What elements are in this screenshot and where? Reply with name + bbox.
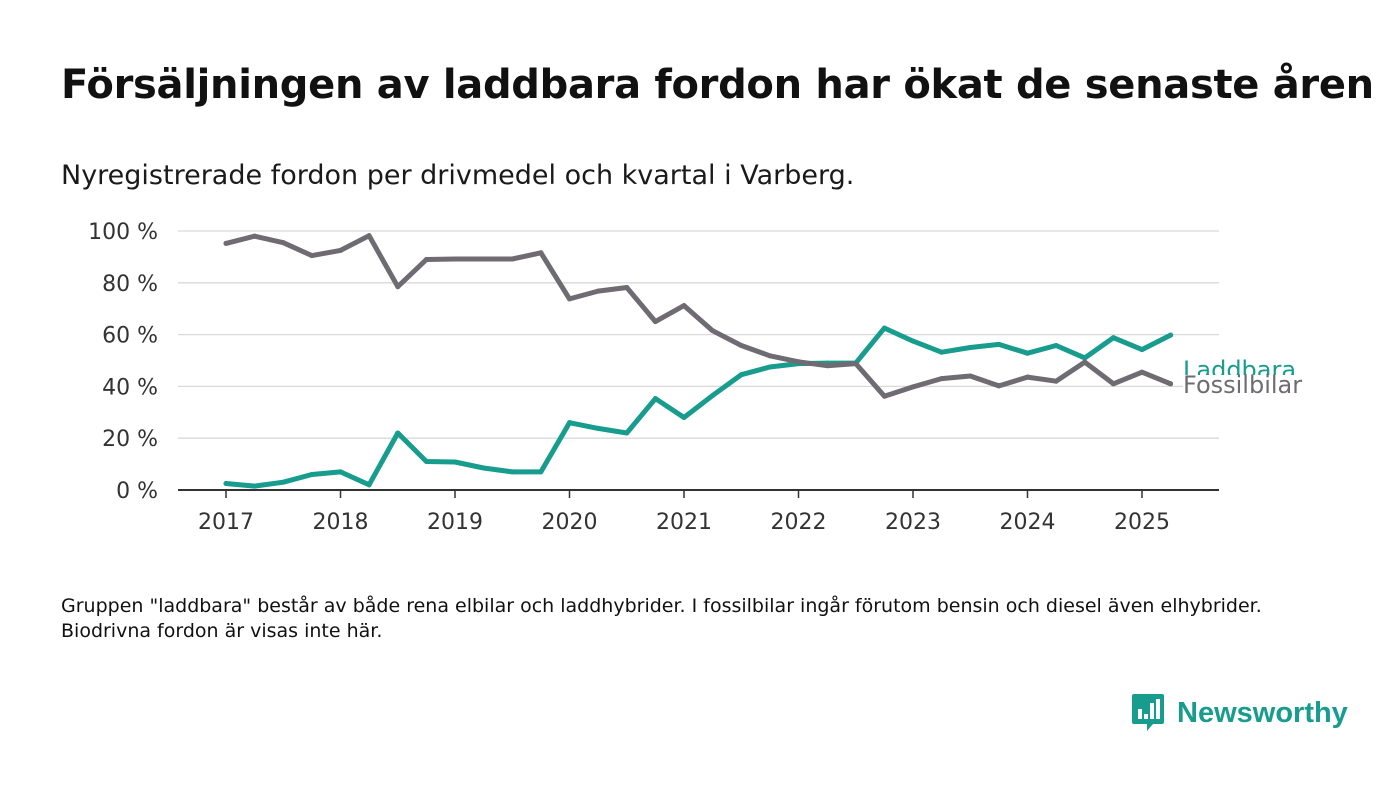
data-point (624, 284, 630, 290)
data-point (1110, 381, 1116, 387)
data-point (452, 459, 458, 465)
data-point (1082, 359, 1088, 365)
x-tick-label: 2021 (656, 510, 712, 535)
brand-name: Newsworthy (1177, 696, 1348, 729)
data-point (710, 328, 716, 334)
data-point (481, 465, 487, 471)
chart-subtitle: Nyregistrerade fordon per drivmedel och … (61, 160, 855, 191)
data-point (710, 392, 716, 398)
data-point (996, 341, 1002, 347)
y-tick-label: 80 % (102, 272, 158, 297)
data-point (1053, 342, 1059, 348)
data-point (881, 393, 887, 399)
data-point (452, 256, 458, 262)
data-point (338, 469, 343, 475)
y-tick-label: 100 % (88, 220, 158, 245)
data-point (910, 384, 916, 390)
data-point (509, 256, 515, 262)
data-point (1053, 378, 1059, 384)
data-point (338, 247, 343, 253)
data-point (595, 425, 601, 431)
data-point (1025, 350, 1030, 356)
data-point (939, 376, 945, 382)
data-point (796, 359, 801, 365)
data-point (309, 471, 315, 477)
data-point (1082, 355, 1088, 361)
data-point (738, 342, 744, 348)
y-tick-label: 60 % (102, 324, 158, 349)
data-point (767, 364, 773, 370)
x-tick-label: 2018 (313, 510, 369, 535)
data-point (309, 253, 315, 259)
series-line-laddbara (223, 325, 1174, 489)
label-backing (1183, 375, 1303, 399)
brand-logo[interactable]: Newsworthy (1131, 690, 1348, 736)
y-tick-label: 40 % (102, 375, 158, 400)
data-point (767, 353, 773, 359)
data-point (481, 256, 487, 262)
data-point (395, 430, 401, 436)
x-tick-label: 2025 (1114, 510, 1170, 535)
data-point (996, 383, 1002, 389)
data-point (423, 459, 429, 465)
data-point (509, 469, 515, 475)
data-point (910, 338, 916, 344)
data-point (939, 349, 945, 355)
data-point (366, 233, 372, 239)
x-tick-label: 2017 (198, 510, 254, 535)
data-point (252, 483, 258, 489)
newsworthy-bar-logo-icon (1132, 694, 1164, 731)
series-end-label: Fossilbilar (1183, 371, 1302, 399)
data-point (366, 482, 372, 488)
data-point (652, 396, 658, 402)
x-tick-label: 2022 (771, 510, 827, 535)
data-point (1168, 332, 1174, 338)
data-point (423, 256, 429, 262)
data-point (280, 479, 286, 485)
data-point (881, 325, 887, 331)
data-point (1025, 374, 1030, 380)
data-point (223, 240, 229, 246)
footnote: Gruppen "laddbara" består av både rena e… (61, 595, 1262, 642)
series-line-fossilbilar (223, 233, 1174, 399)
y-tick-label: 0 % (116, 479, 158, 504)
data-point (538, 250, 544, 256)
data-point (967, 345, 973, 351)
data-point (652, 319, 658, 325)
data-point (223, 481, 229, 487)
data-point (824, 363, 830, 369)
chart-title: Försäljningen av laddbara fordon har öka… (61, 62, 1374, 108)
data-point (681, 414, 687, 420)
x-tick-label: 2020 (542, 510, 598, 535)
data-point (280, 240, 286, 246)
data-point (967, 373, 973, 379)
x-tick-label: 2019 (427, 510, 483, 535)
data-point (1139, 369, 1145, 375)
y-tick-label: 20 % (102, 427, 158, 452)
data-point (738, 372, 744, 378)
x-tick-label: 2024 (1000, 510, 1056, 535)
data-point (1139, 347, 1145, 353)
data-point (252, 233, 258, 239)
data-point (1110, 335, 1116, 341)
data-point (395, 284, 401, 290)
data-point (681, 303, 687, 309)
data-point (624, 430, 630, 436)
data-point (567, 296, 572, 302)
data-point (567, 420, 572, 426)
data-point (853, 361, 859, 367)
x-tick-label: 2023 (885, 510, 941, 535)
data-point (538, 469, 544, 475)
data-point (595, 288, 601, 294)
data-point (1168, 381, 1174, 387)
